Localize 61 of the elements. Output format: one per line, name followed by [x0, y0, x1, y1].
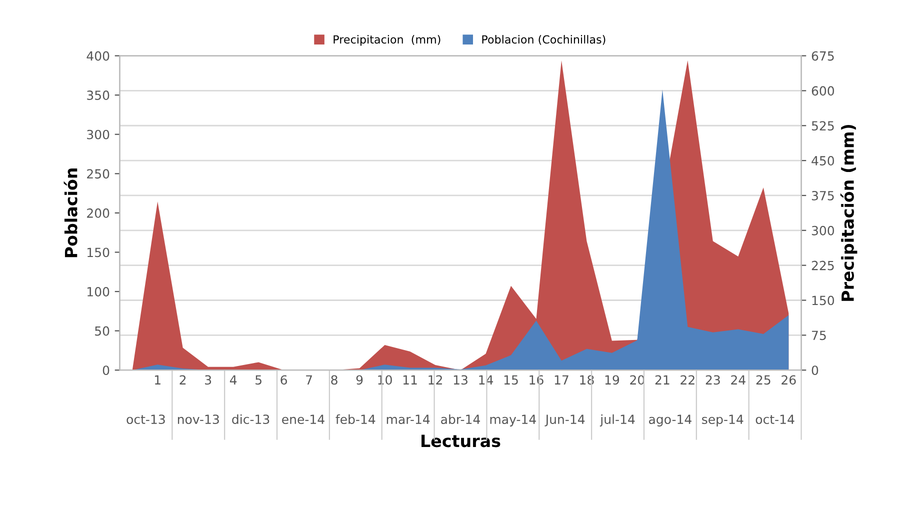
- y-tick-label: 350: [87, 90, 110, 100]
- text: feb-14: [336, 414, 376, 424]
- y2-tick-label: 225: [812, 260, 834, 270]
- y2-tick-label: 675: [812, 51, 834, 61]
- legend-label: Precipitacion (mm): [334, 35, 440, 46]
- y2-axis-title: Precipitación (mm): [840, 124, 858, 301]
- x-tick-label: 5: [256, 375, 262, 385]
- text: abr-14: [441, 414, 480, 424]
- y2-tick-label: 450: [812, 156, 834, 166]
- x-tick-label: 4: [230, 375, 237, 384]
- y2-tick-label: 150: [812, 296, 834, 306]
- y2-tick-label: 300: [812, 226, 834, 236]
- text: may-14: [490, 414, 536, 426]
- y-tick-label: 100: [88, 286, 110, 296]
- x-tick-label: 14: [479, 375, 493, 384]
- text: ene-14: [282, 414, 324, 424]
- text: dic-13: [232, 414, 270, 424]
- x-tick-label: 9: [356, 375, 363, 385]
- y2-tick-label: 600: [812, 86, 834, 96]
- text: mar-14: [386, 414, 430, 424]
- y-tick-label: 200: [87, 208, 110, 218]
- x-tick-label: 26: [782, 375, 796, 385]
- text: jul-14: [600, 414, 635, 426]
- x-tick-label: 15: [504, 375, 518, 385]
- y2-tick-label: 0: [812, 366, 818, 376]
- x-tick-label: 13: [454, 375, 468, 385]
- y-tick-label: 50: [95, 326, 110, 336]
- legend-label: Poblacion (Cochinillas): [482, 35, 606, 45]
- x-tick-label: 17: [554, 375, 568, 384]
- y-tick-label: 150: [88, 248, 110, 258]
- y-tick-label: 300: [87, 130, 110, 140]
- y-tick-label: 0: [102, 366, 110, 376]
- x-tick-label: 10: [378, 375, 392, 385]
- x-tick-label: 11: [403, 375, 417, 384]
- x-tick-label: 12: [428, 375, 442, 384]
- text: ago-14: [649, 414, 692, 426]
- y2-tick-label: 75: [812, 330, 826, 340]
- x-tick-label: 16: [530, 375, 544, 385]
- x-axis-title: Lecturas: [422, 434, 500, 448]
- x-tick-label: 2: [180, 375, 186, 384]
- x-tick-label: 23: [706, 375, 720, 385]
- x-tick-label: 7: [306, 375, 312, 384]
- y-tick-label: 400: [86, 51, 110, 61]
- text: oct-14: [756, 414, 794, 424]
- x-tick-label: 21: [655, 375, 670, 384]
- text: sep-14: [702, 414, 744, 426]
- x-tick-label: 25: [756, 375, 770, 385]
- x-tick-label: 22: [680, 375, 694, 384]
- x-tick-label: 19: [605, 375, 620, 385]
- x-tick-label: 6: [280, 375, 287, 385]
- y2-tick-label: 375: [812, 190, 834, 200]
- y-axis-title: Población: [64, 168, 78, 258]
- x-tick-label: 1: [154, 375, 160, 384]
- y2-tick-label: 525: [812, 121, 834, 131]
- text: Jun-14: [544, 414, 585, 426]
- x-tick-label: 8: [331, 375, 338, 385]
- text: nov-13: [178, 414, 219, 424]
- text: oct-13: [126, 414, 165, 424]
- x-tick-label: 24: [731, 375, 746, 384]
- y-tick-label: 250: [87, 169, 110, 179]
- x-tick-label: 3: [205, 375, 212, 385]
